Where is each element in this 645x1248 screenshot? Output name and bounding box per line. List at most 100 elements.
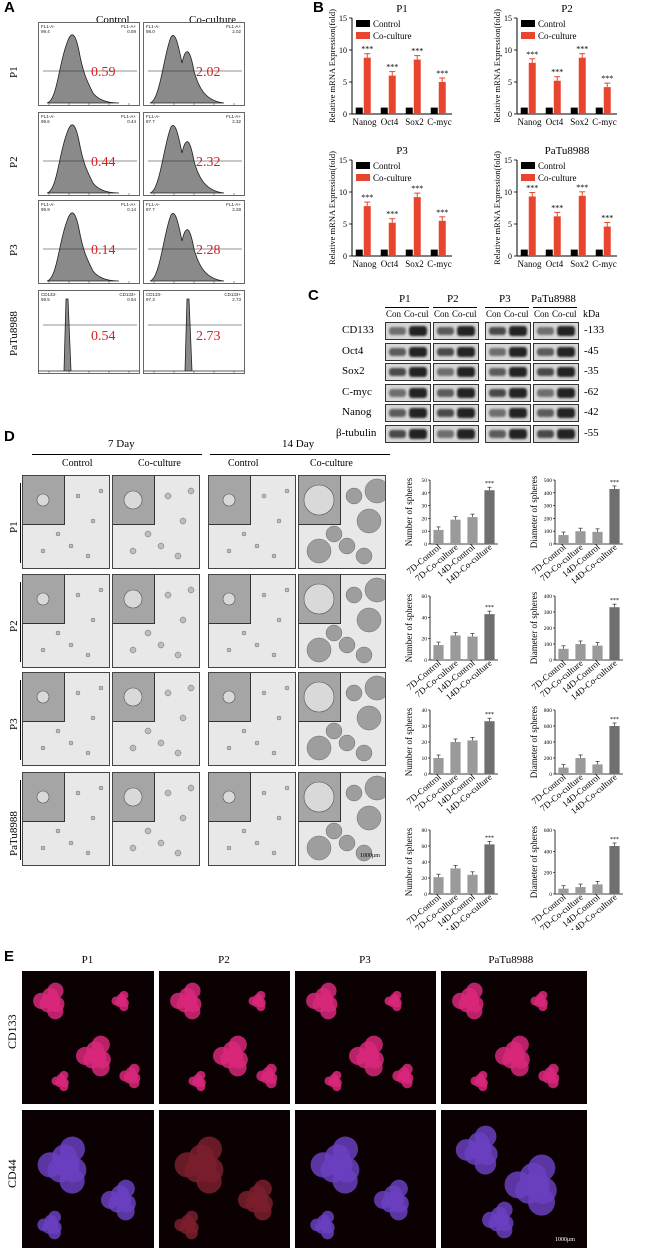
cell [545, 1070, 557, 1082]
y-axis-label: Relative mRNA Expression(fold) [492, 151, 502, 265]
lane-label-con: Con [534, 309, 550, 319]
inset-spheres [303, 583, 335, 615]
chart-title: P2 [561, 3, 573, 15]
sphere [325, 525, 343, 543]
panel-d-label: D [4, 428, 15, 445]
blot-strip [485, 404, 531, 422]
sphere [187, 586, 195, 594]
bar-control [595, 107, 603, 114]
sphere [179, 616, 187, 624]
y-tick-label: 15 [504, 14, 512, 23]
y-tick-label: 20 [422, 740, 428, 746]
sphere [356, 705, 382, 731]
gate-right-stat: FL1-A+ 0.44 [121, 114, 136, 124]
band-control [537, 347, 554, 356]
sphere [68, 642, 74, 648]
bar-coculture [438, 220, 446, 256]
sphere-image [22, 475, 110, 569]
bar [467, 740, 478, 774]
sphere [123, 490, 143, 510]
sphere [68, 543, 74, 549]
y-tick-label: 200 [544, 626, 553, 632]
bar-control [380, 107, 388, 114]
sphere [356, 607, 382, 633]
cell-clusters [310, 1136, 409, 1240]
bar [575, 758, 586, 774]
category-label: C-myc [427, 117, 452, 127]
magnified-inset [23, 476, 66, 525]
band-control [389, 368, 406, 376]
kda-value: -35 [584, 365, 599, 377]
histogram-curve [39, 298, 139, 372]
y-tick-label: 400 [544, 740, 553, 746]
sphere [306, 835, 332, 861]
bar [433, 758, 444, 774]
field-spheres [129, 784, 195, 857]
panel-d-day7: 7 Day [108, 438, 135, 450]
bar-control [405, 249, 413, 256]
field-spheres [306, 775, 385, 862]
band-control [489, 409, 506, 417]
kda-label: kDa [583, 309, 600, 320]
sphere [75, 592, 81, 598]
band-coculture [557, 387, 575, 398]
gate-left-stat: FL1-A- 99.4 [41, 24, 55, 34]
cell [194, 1076, 204, 1086]
sphere-image [208, 475, 296, 569]
sphere-image [112, 672, 200, 766]
sphere [164, 689, 172, 697]
sphere [306, 637, 332, 663]
histogram-curve [144, 298, 244, 372]
sphere [187, 784, 195, 792]
band-coculture [557, 367, 575, 377]
sphere-row-label: P2 [8, 620, 20, 632]
row-bracket [20, 780, 21, 860]
y-tick-label: 100 [544, 642, 553, 648]
bar-control [570, 107, 578, 114]
band-control [437, 388, 454, 397]
histogram-curve [46, 34, 120, 104]
histogram-svg [43, 212, 137, 283]
blot-strip [533, 322, 579, 340]
blot-strip [533, 363, 579, 381]
cell [54, 1152, 80, 1178]
bar [558, 888, 569, 894]
y-tick-label: 0 [549, 542, 552, 548]
band-control [537, 429, 554, 438]
sphere-image [22, 574, 110, 668]
histogram-curve [149, 125, 225, 194]
legend-label-coculture: Co-culture [373, 31, 412, 41]
inset-spheres [36, 790, 50, 804]
flow-percentage: 0.59 [91, 65, 116, 80]
cell [45, 1218, 59, 1232]
flow-histogram-coculture: 2.32 FL1-A- 97.7 FL1-A+ 2.32 [143, 112, 245, 196]
inset-spheres [222, 592, 236, 606]
sphere [90, 815, 96, 821]
cell-clusters [170, 982, 278, 1092]
sphere [226, 845, 232, 851]
magnified-inset [299, 673, 342, 722]
fluor-row-label: CD133 [5, 1014, 19, 1049]
band-control [489, 327, 506, 335]
y-tick-label: 30 [422, 724, 428, 730]
bar-control [520, 107, 528, 114]
band-coculture [509, 428, 527, 439]
significance-label: *** [485, 835, 494, 841]
sphere [98, 685, 104, 691]
bar-control [545, 107, 553, 114]
panel-d-col-4: Co-culture [310, 458, 353, 469]
lane-label-cocul: Co-cul [504, 309, 529, 319]
bar [484, 490, 495, 544]
blot-strip [433, 363, 479, 381]
bar-coculture [603, 226, 611, 256]
legend-swatch-control [521, 20, 535, 27]
day7-divider [32, 454, 202, 455]
row-bracket [20, 483, 21, 563]
cell-clusters [174, 1136, 273, 1240]
y-tick-label: 600 [544, 828, 553, 834]
sphere [129, 646, 137, 654]
bar-coculture [528, 62, 536, 114]
legend-label-coculture: Co-culture [538, 173, 577, 183]
